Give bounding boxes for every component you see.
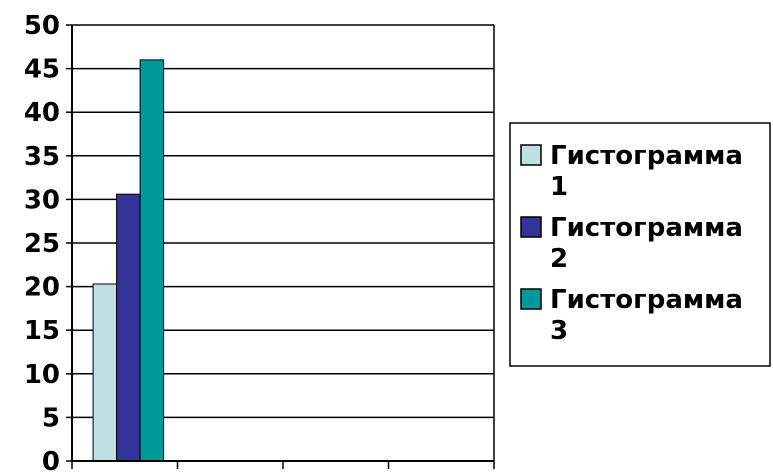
legend-label-3: Гистограмма 3 — [550, 285, 743, 346]
y-tick-label: 25 — [24, 229, 60, 259]
legend-label-1: Гистограмма 1 — [550, 141, 743, 202]
legend-swatch-2 — [520, 216, 542, 238]
legend-label-2: Гистограмма 2 — [550, 213, 743, 274]
legend-box — [509, 122, 771, 367]
y-tick-label: 35 — [24, 142, 60, 172]
y-tick-label: 5 — [42, 403, 60, 433]
y-tick-label: 45 — [24, 55, 60, 85]
y-tick-label: 40 — [24, 98, 60, 128]
y-tick-label: 15 — [24, 316, 60, 346]
y-tick-label: 0 — [42, 447, 60, 474]
bar-series-1 — [92, 283, 118, 462]
legend: Гистограмма 1 Гистограмма 2 Гистограмма 3 — [509, 122, 771, 367]
y-tick-label: 50 — [24, 11, 60, 41]
axes — [66, 24, 495, 469]
legend-swatch-3 — [520, 288, 542, 310]
bars — [92, 59, 165, 462]
legend-swatch-1 — [520, 144, 542, 166]
bar-series-2 — [116, 193, 141, 462]
bar-series-3 — [139, 59, 165, 462]
y-tick-label: 30 — [24, 185, 60, 215]
y-tick-label: 20 — [24, 273, 60, 303]
y-tick-labels: 0 5 10 15 20 25 30 35 40 45 50 — [24, 11, 60, 474]
y-tick-label: 10 — [24, 360, 60, 390]
